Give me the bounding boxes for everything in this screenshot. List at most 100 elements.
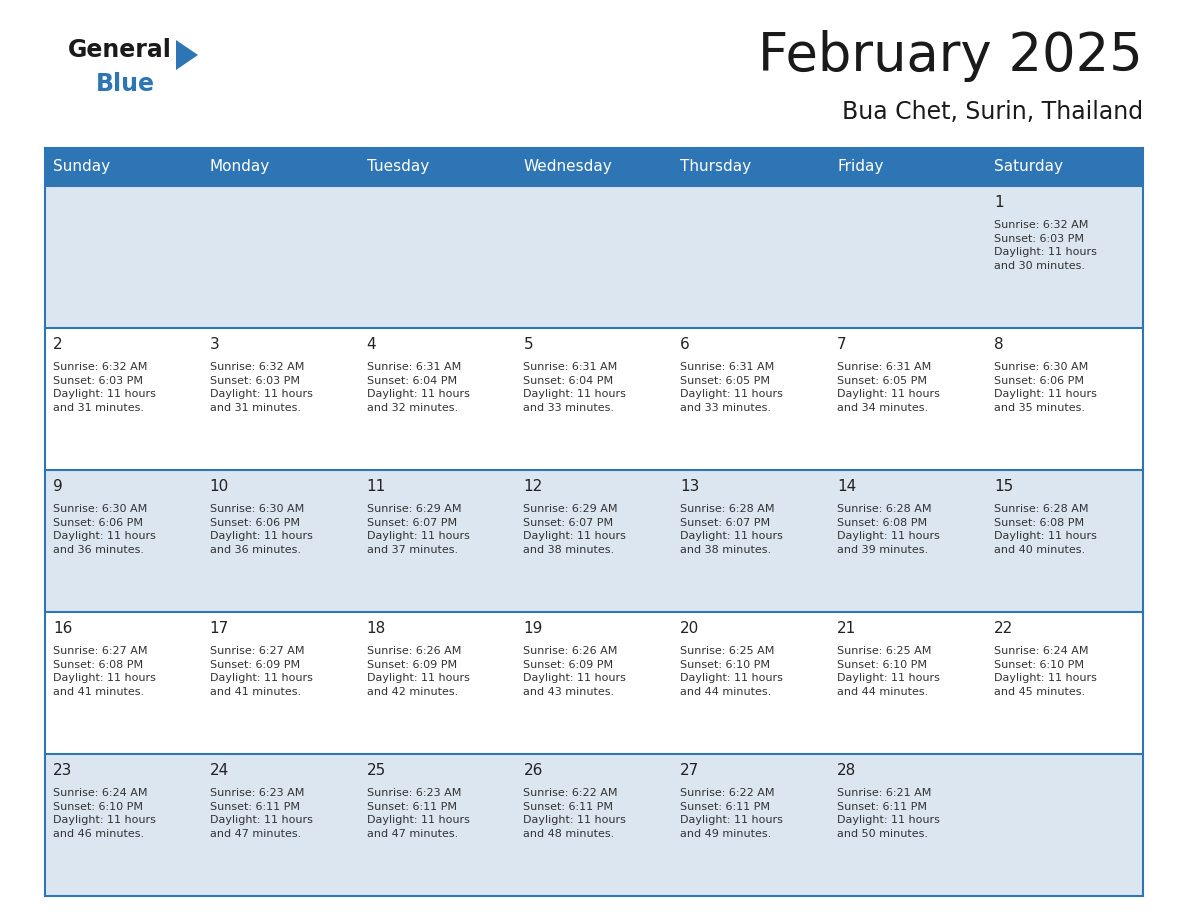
Bar <box>516 186 672 328</box>
Bar <box>202 612 359 754</box>
Text: Thursday: Thursday <box>681 160 751 174</box>
Text: Sunrise: 6:23 AM
Sunset: 6:11 PM
Daylight: 11 hours
and 47 minutes.: Sunrise: 6:23 AM Sunset: 6:11 PM Dayligh… <box>367 788 469 839</box>
Text: 16: 16 <box>52 621 72 635</box>
Text: Sunrise: 6:28 AM
Sunset: 6:07 PM
Daylight: 11 hours
and 38 minutes.: Sunrise: 6:28 AM Sunset: 6:07 PM Dayligh… <box>681 504 783 554</box>
Text: Sunrise: 6:22 AM
Sunset: 6:11 PM
Daylight: 11 hours
and 48 minutes.: Sunrise: 6:22 AM Sunset: 6:11 PM Dayligh… <box>524 788 626 839</box>
Bar <box>672 612 829 754</box>
Text: 15: 15 <box>994 478 1013 494</box>
Text: 7: 7 <box>838 337 847 352</box>
Bar <box>672 470 829 612</box>
Bar <box>359 470 516 612</box>
Text: 21: 21 <box>838 621 857 635</box>
Bar <box>45 328 202 470</box>
Text: Wednesday: Wednesday <box>524 160 612 174</box>
Text: Sunrise: 6:31 AM
Sunset: 6:04 PM
Daylight: 11 hours
and 33 minutes.: Sunrise: 6:31 AM Sunset: 6:04 PM Dayligh… <box>524 362 626 413</box>
Bar <box>359 754 516 896</box>
Text: 3: 3 <box>210 337 220 352</box>
Bar <box>45 148 202 186</box>
Text: Sunrise: 6:29 AM
Sunset: 6:07 PM
Daylight: 11 hours
and 37 minutes.: Sunrise: 6:29 AM Sunset: 6:07 PM Dayligh… <box>367 504 469 554</box>
Text: 27: 27 <box>681 763 700 778</box>
Bar <box>672 148 829 186</box>
Text: 9: 9 <box>52 478 63 494</box>
Text: 26: 26 <box>524 763 543 778</box>
Bar <box>202 186 359 328</box>
Text: 14: 14 <box>838 478 857 494</box>
Text: Sunrise: 6:28 AM
Sunset: 6:08 PM
Daylight: 11 hours
and 39 minutes.: Sunrise: 6:28 AM Sunset: 6:08 PM Dayligh… <box>838 504 940 554</box>
Text: 18: 18 <box>367 621 386 635</box>
Text: Blue: Blue <box>96 72 154 96</box>
Bar <box>45 186 202 328</box>
Text: Sunrise: 6:30 AM
Sunset: 6:06 PM
Daylight: 11 hours
and 36 minutes.: Sunrise: 6:30 AM Sunset: 6:06 PM Dayligh… <box>210 504 312 554</box>
Bar <box>45 612 202 754</box>
Text: 11: 11 <box>367 478 386 494</box>
Text: Sunrise: 6:22 AM
Sunset: 6:11 PM
Daylight: 11 hours
and 49 minutes.: Sunrise: 6:22 AM Sunset: 6:11 PM Dayligh… <box>681 788 783 839</box>
Text: Sunrise: 6:31 AM
Sunset: 6:05 PM
Daylight: 11 hours
and 34 minutes.: Sunrise: 6:31 AM Sunset: 6:05 PM Dayligh… <box>838 362 940 413</box>
Text: Sunrise: 6:29 AM
Sunset: 6:07 PM
Daylight: 11 hours
and 38 minutes.: Sunrise: 6:29 AM Sunset: 6:07 PM Dayligh… <box>524 504 626 554</box>
Bar <box>359 148 516 186</box>
Text: Sunrise: 6:24 AM
Sunset: 6:10 PM
Daylight: 11 hours
and 46 minutes.: Sunrise: 6:24 AM Sunset: 6:10 PM Dayligh… <box>52 788 156 839</box>
Text: Sunrise: 6:26 AM
Sunset: 6:09 PM
Daylight: 11 hours
and 43 minutes.: Sunrise: 6:26 AM Sunset: 6:09 PM Dayligh… <box>524 646 626 697</box>
Bar <box>516 470 672 612</box>
Bar <box>829 754 986 896</box>
Text: 23: 23 <box>52 763 72 778</box>
Bar <box>359 186 516 328</box>
Bar <box>359 328 516 470</box>
Text: 24: 24 <box>210 763 229 778</box>
Text: Sunrise: 6:32 AM
Sunset: 6:03 PM
Daylight: 11 hours
and 30 minutes.: Sunrise: 6:32 AM Sunset: 6:03 PM Dayligh… <box>994 220 1097 271</box>
Bar <box>986 612 1143 754</box>
Bar <box>516 328 672 470</box>
Text: Sunrise: 6:31 AM
Sunset: 6:05 PM
Daylight: 11 hours
and 33 minutes.: Sunrise: 6:31 AM Sunset: 6:05 PM Dayligh… <box>681 362 783 413</box>
Text: Sunrise: 6:28 AM
Sunset: 6:08 PM
Daylight: 11 hours
and 40 minutes.: Sunrise: 6:28 AM Sunset: 6:08 PM Dayligh… <box>994 504 1097 554</box>
Text: Sunrise: 6:32 AM
Sunset: 6:03 PM
Daylight: 11 hours
and 31 minutes.: Sunrise: 6:32 AM Sunset: 6:03 PM Dayligh… <box>210 362 312 413</box>
Text: Sunrise: 6:31 AM
Sunset: 6:04 PM
Daylight: 11 hours
and 32 minutes.: Sunrise: 6:31 AM Sunset: 6:04 PM Dayligh… <box>367 362 469 413</box>
Text: 5: 5 <box>524 337 533 352</box>
Text: Tuesday: Tuesday <box>367 160 429 174</box>
Text: 17: 17 <box>210 621 229 635</box>
Text: Sunrise: 6:32 AM
Sunset: 6:03 PM
Daylight: 11 hours
and 31 minutes.: Sunrise: 6:32 AM Sunset: 6:03 PM Dayligh… <box>52 362 156 413</box>
Text: 19: 19 <box>524 621 543 635</box>
Bar <box>672 328 829 470</box>
Bar <box>516 612 672 754</box>
Text: Bua Chet, Surin, Thailand: Bua Chet, Surin, Thailand <box>842 100 1143 124</box>
Text: General: General <box>68 38 172 62</box>
Bar <box>986 328 1143 470</box>
Text: Sunrise: 6:23 AM
Sunset: 6:11 PM
Daylight: 11 hours
and 47 minutes.: Sunrise: 6:23 AM Sunset: 6:11 PM Dayligh… <box>210 788 312 839</box>
Bar <box>829 328 986 470</box>
Bar <box>829 470 986 612</box>
Bar <box>45 754 202 896</box>
Bar <box>829 186 986 328</box>
Bar <box>986 754 1143 896</box>
Bar <box>986 186 1143 328</box>
Text: 8: 8 <box>994 337 1004 352</box>
Bar <box>202 754 359 896</box>
Polygon shape <box>176 40 198 70</box>
Bar <box>202 470 359 612</box>
Text: 4: 4 <box>367 337 377 352</box>
Bar <box>672 754 829 896</box>
Bar <box>986 148 1143 186</box>
Text: 20: 20 <box>681 621 700 635</box>
Text: 28: 28 <box>838 763 857 778</box>
Bar <box>672 186 829 328</box>
Text: 12: 12 <box>524 478 543 494</box>
Text: Friday: Friday <box>838 160 884 174</box>
Text: 1: 1 <box>994 195 1004 209</box>
Bar <box>45 470 202 612</box>
Text: 10: 10 <box>210 478 229 494</box>
Text: Sunrise: 6:27 AM
Sunset: 6:08 PM
Daylight: 11 hours
and 41 minutes.: Sunrise: 6:27 AM Sunset: 6:08 PM Dayligh… <box>52 646 156 697</box>
Bar <box>829 612 986 754</box>
Text: 22: 22 <box>994 621 1013 635</box>
Text: February 2025: February 2025 <box>758 30 1143 82</box>
Text: 13: 13 <box>681 478 700 494</box>
Bar <box>829 148 986 186</box>
Bar <box>516 148 672 186</box>
Bar <box>202 328 359 470</box>
Text: 6: 6 <box>681 337 690 352</box>
Text: Sunrise: 6:26 AM
Sunset: 6:09 PM
Daylight: 11 hours
and 42 minutes.: Sunrise: 6:26 AM Sunset: 6:09 PM Dayligh… <box>367 646 469 697</box>
Text: Monday: Monday <box>210 160 270 174</box>
Text: Sunrise: 6:30 AM
Sunset: 6:06 PM
Daylight: 11 hours
and 35 minutes.: Sunrise: 6:30 AM Sunset: 6:06 PM Dayligh… <box>994 362 1097 413</box>
Text: Saturday: Saturday <box>994 160 1063 174</box>
Text: Sunrise: 6:30 AM
Sunset: 6:06 PM
Daylight: 11 hours
and 36 minutes.: Sunrise: 6:30 AM Sunset: 6:06 PM Dayligh… <box>52 504 156 554</box>
Bar <box>359 612 516 754</box>
Text: Sunrise: 6:27 AM
Sunset: 6:09 PM
Daylight: 11 hours
and 41 minutes.: Sunrise: 6:27 AM Sunset: 6:09 PM Dayligh… <box>210 646 312 697</box>
